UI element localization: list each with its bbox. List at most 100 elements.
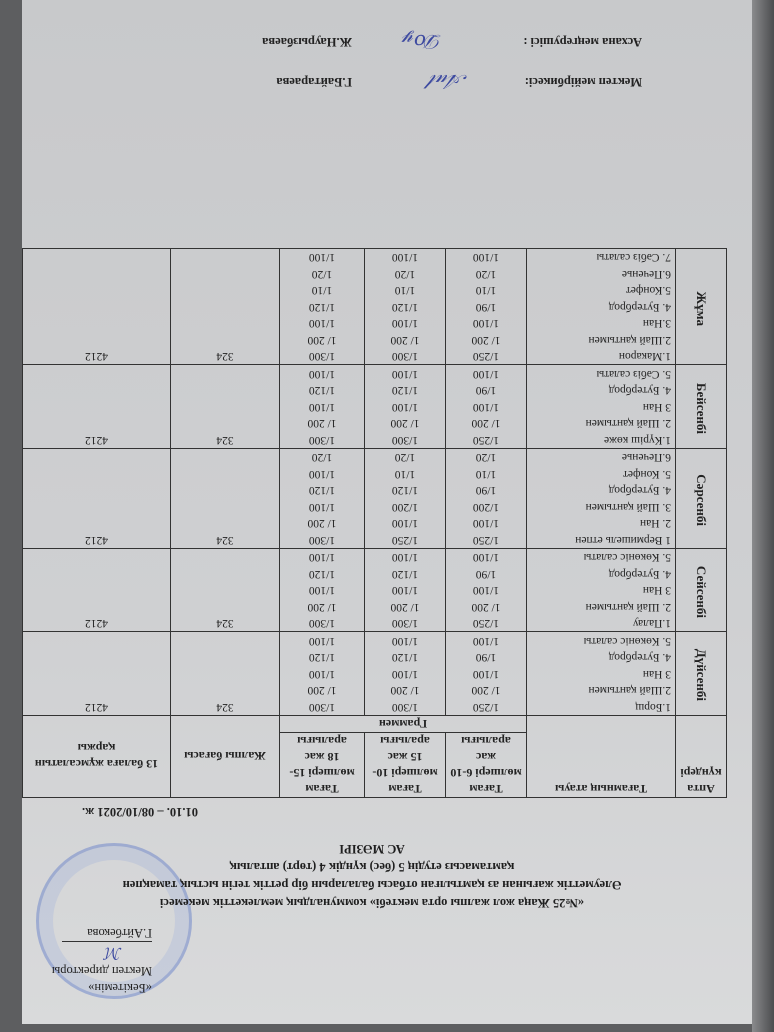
portion-value: 1/100 (391, 668, 419, 680)
portion-cell: 1/250 1/ 200 1/100 1/90 1/100 (445, 632, 527, 716)
portion-value: 1/100 (472, 368, 500, 380)
portion-value: 1/200 (472, 501, 500, 513)
portion-value: 1/120 (308, 651, 336, 664)
dish-name: 5.Конфет (625, 284, 671, 297)
portion-value: 1/90 (475, 651, 497, 664)
portion-value: 1/100 (472, 251, 500, 264)
portion-value: 1/300 (308, 617, 336, 630)
dish-name: 4. Бутерброд (608, 568, 671, 580)
period: 01.10. – 08/10/2021 ж. (82, 805, 199, 819)
dish-name: 3.Нан (642, 317, 671, 330)
header-unit: Граммен (279, 715, 527, 733)
dish-name: 7. Сәбіз салаты (596, 251, 672, 264)
dish-name: 4. Бутерброд (608, 651, 671, 664)
portion-cell: 1/250 1/ 200 1/100 1/90 1/100 (445, 365, 527, 449)
portion-value: 1/10 (475, 468, 497, 480)
portion-value: 1/100 (472, 584, 500, 597)
portion-value: 1/ 200 (471, 684, 501, 697)
portion-cell: 1/300 1/ 200 1/100 1/120 1/100 (279, 632, 365, 716)
header-dish: Тағамның атауы (526, 715, 676, 798)
day-price-cell: 324 (170, 632, 280, 716)
price-value: 324 (216, 534, 234, 546)
portion-value: 1/100 (308, 584, 336, 597)
portion-value: 1/90 (475, 384, 497, 397)
dish-name: 4. Бутерброд (608, 384, 671, 397)
day-cell: Бейсенбі (675, 365, 727, 449)
dish-name: 1.Борщ (635, 701, 671, 713)
dish-name: 2. Нан (639, 517, 671, 530)
portion-value: 1/ 200 (471, 601, 501, 613)
portion-value: 1/ 200 (307, 334, 337, 346)
header-day: Апта күндері (675, 715, 727, 798)
dish-name: 6.Печенье (621, 451, 671, 464)
table-row: Жұма 1.Макарон 2.Шай қантымен 3.Нан 4. Бутер… (22, 248, 727, 365)
portion-value: 1/300 (391, 617, 419, 630)
portion-value: 1/100 (308, 551, 336, 564)
total-value: 4212 (85, 617, 108, 630)
total-value: 4212 (85, 534, 108, 546)
portion-value: 1/90 (475, 301, 497, 313)
dish-name: 4. Бутерброд (608, 484, 671, 497)
dish-name: 2. Шай қантымен (585, 417, 671, 430)
day-price-cell: 324 (170, 248, 280, 365)
nurse-label: Мектеп мейірбикесі: (524, 75, 642, 89)
portion-value: 1/120 (391, 484, 419, 497)
portion-value: 1/120 (308, 384, 336, 397)
day-name: Сейсенбі (694, 565, 709, 618)
portion-value: 1/10 (311, 284, 333, 297)
portion-value: 1/ 200 (307, 417, 337, 430)
dish-name: 3 Нан (642, 668, 671, 680)
day-cell: Сәрсенбі (675, 448, 727, 549)
day-name: Сәрсенбі (694, 474, 709, 526)
dish-name: 3 Нан (642, 401, 671, 413)
dish-name: 3. Шай қантымен (585, 501, 671, 513)
total-value: 4212 (85, 350, 108, 363)
director-signature: ℳ (62, 941, 152, 963)
price-value: 324 (216, 350, 234, 363)
portion-value: 1/100 (391, 551, 419, 564)
table-row: Дүйсенбі 1.Борщ 2.Шай қантымен 3 Нан 4. Буте… (22, 632, 727, 716)
portion-value: 1/100 (472, 517, 500, 530)
portion-value: 1/250 (472, 534, 500, 546)
dish-name: 1.Макарон (618, 350, 671, 363)
day-total-cell: 4212 (22, 365, 171, 449)
portion-value: 1/100 (472, 551, 500, 564)
title-line3: қамтамасыз етудің 5 (бес) күндік 4 (төрт… (229, 860, 515, 874)
dish-cell: 1.Күріш көже 2. Шай қантымен 3 Нан 4. Бутер… (526, 365, 676, 449)
dish-cell: 1.Борщ 2.Шай қантымен 3 Нан 4. Бутерброд 5. … (526, 632, 676, 716)
dish-name: 2.Шай қантымен (588, 684, 672, 697)
portion-value: 1/100 (308, 468, 336, 480)
dish-cell: 1 Вермишель етпен 2. Нан 3. Шай қантымен 4.… (526, 448, 676, 549)
portion-value: 1/120 (391, 301, 419, 313)
portion-value: 1/10 (394, 468, 416, 480)
portion-cell: 1/300 1/ 200 1/100 1/120 1/10 1/20 1/100 (364, 248, 446, 365)
portion-value: 1/ 200 (307, 601, 337, 613)
portion-value: 1/100 (391, 368, 419, 380)
cook-name: Ж.Наурызбаева (262, 35, 352, 49)
day-cell: Сейсенбі (675, 548, 727, 632)
portion-value: 1/300 (391, 701, 419, 713)
portion-value: 1/20 (475, 268, 497, 280)
day-cell: Жұма (675, 248, 727, 365)
portion-value: 1/100 (391, 401, 419, 413)
portion-value: 1/20 (394, 451, 416, 464)
dish-cell: 1.Макарон 2.Шай қантымен 3.Нан 4. Бутерброд… (526, 248, 676, 365)
dish-name: 5. Конфет (622, 468, 671, 480)
director-signature-scrawl: ℳ (104, 944, 122, 963)
portion-cell: 1/300 1/ 200 1/100 1/120 1/100 (279, 365, 365, 449)
portion-value: 1/100 (391, 251, 419, 264)
header-age-15-18: Тағам мөлшері 15-18 жас аралығы (279, 732, 365, 798)
nurse-name: Г.Байтараева (276, 75, 352, 89)
portion-value: 1/120 (308, 301, 336, 313)
nurse-signature: 𝒜𝓊𝓁 (430, 70, 467, 94)
portion-value: 1/ 200 (307, 684, 337, 697)
portion-value: 1/300 (308, 350, 336, 363)
portion-value: 1/100 (472, 635, 500, 647)
header-total: 13 балаға жұмсалатын қаржы (22, 715, 171, 798)
portion-cell: 1/250 1/ 200 1/100 1/90 1/100 (445, 548, 527, 632)
portion-value: 1/20 (394, 268, 416, 280)
portion-value: 1/ 200 (390, 417, 420, 430)
price-value: 324 (216, 434, 234, 446)
day-total-cell: 4212 (22, 248, 171, 365)
portion-value: 1/100 (308, 401, 336, 413)
